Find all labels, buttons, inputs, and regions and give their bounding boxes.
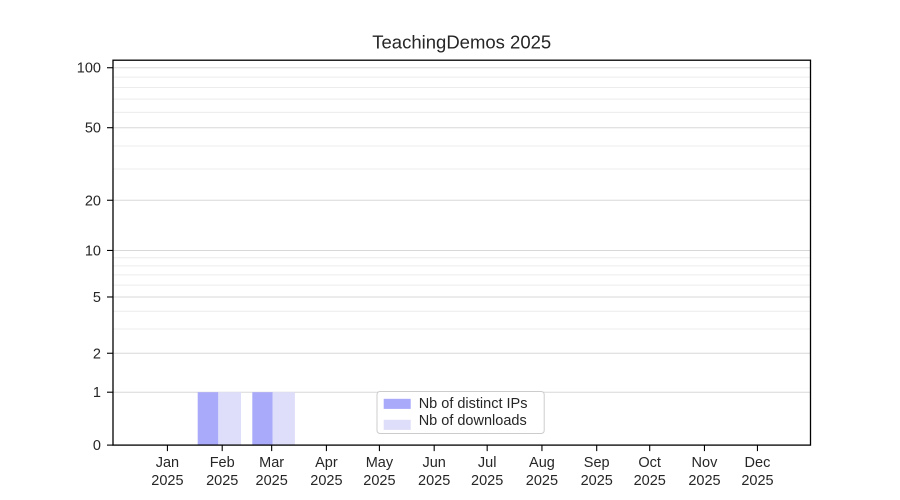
svg-text:Jun: Jun [422,455,445,471]
svg-text:TeachingDemos 2025: TeachingDemos 2025 [372,32,551,53]
svg-text:Apr: Apr [315,455,338,471]
svg-text:Nb of distinct IPs: Nb of distinct IPs [419,396,528,412]
svg-text:50: 50 [85,121,101,137]
svg-text:2025: 2025 [151,473,183,489]
svg-text:2025: 2025 [688,473,720,489]
svg-text:Aug: Aug [529,455,555,471]
svg-text:2025: 2025 [206,473,238,489]
svg-text:5: 5 [93,290,101,306]
svg-text:1: 1 [93,385,101,401]
svg-text:0: 0 [93,438,101,454]
svg-text:2025: 2025 [363,473,395,489]
svg-text:Nov: Nov [692,455,719,471]
svg-text:2025: 2025 [634,473,666,489]
svg-text:Oct: Oct [638,455,661,471]
svg-text:10: 10 [85,243,101,259]
svg-text:2025: 2025 [310,473,342,489]
svg-text:2025: 2025 [471,473,503,489]
svg-text:Dec: Dec [745,455,771,471]
svg-text:Sep: Sep [584,455,610,471]
svg-text:Feb: Feb [210,455,235,471]
svg-text:May: May [366,455,394,471]
svg-text:2025: 2025 [526,473,558,489]
svg-text:2025: 2025 [741,473,773,489]
svg-text:100: 100 [77,61,101,77]
svg-text:Jul: Jul [478,455,497,471]
svg-text:20: 20 [85,193,101,209]
svg-text:2025: 2025 [418,473,450,489]
svg-text:2025: 2025 [581,473,613,489]
svg-text:Nb of downloads: Nb of downloads [419,413,527,429]
svg-text:Mar: Mar [259,455,284,471]
svg-text:Jan: Jan [156,455,179,471]
svg-text:2025: 2025 [256,473,288,489]
svg-text:2: 2 [93,346,101,362]
